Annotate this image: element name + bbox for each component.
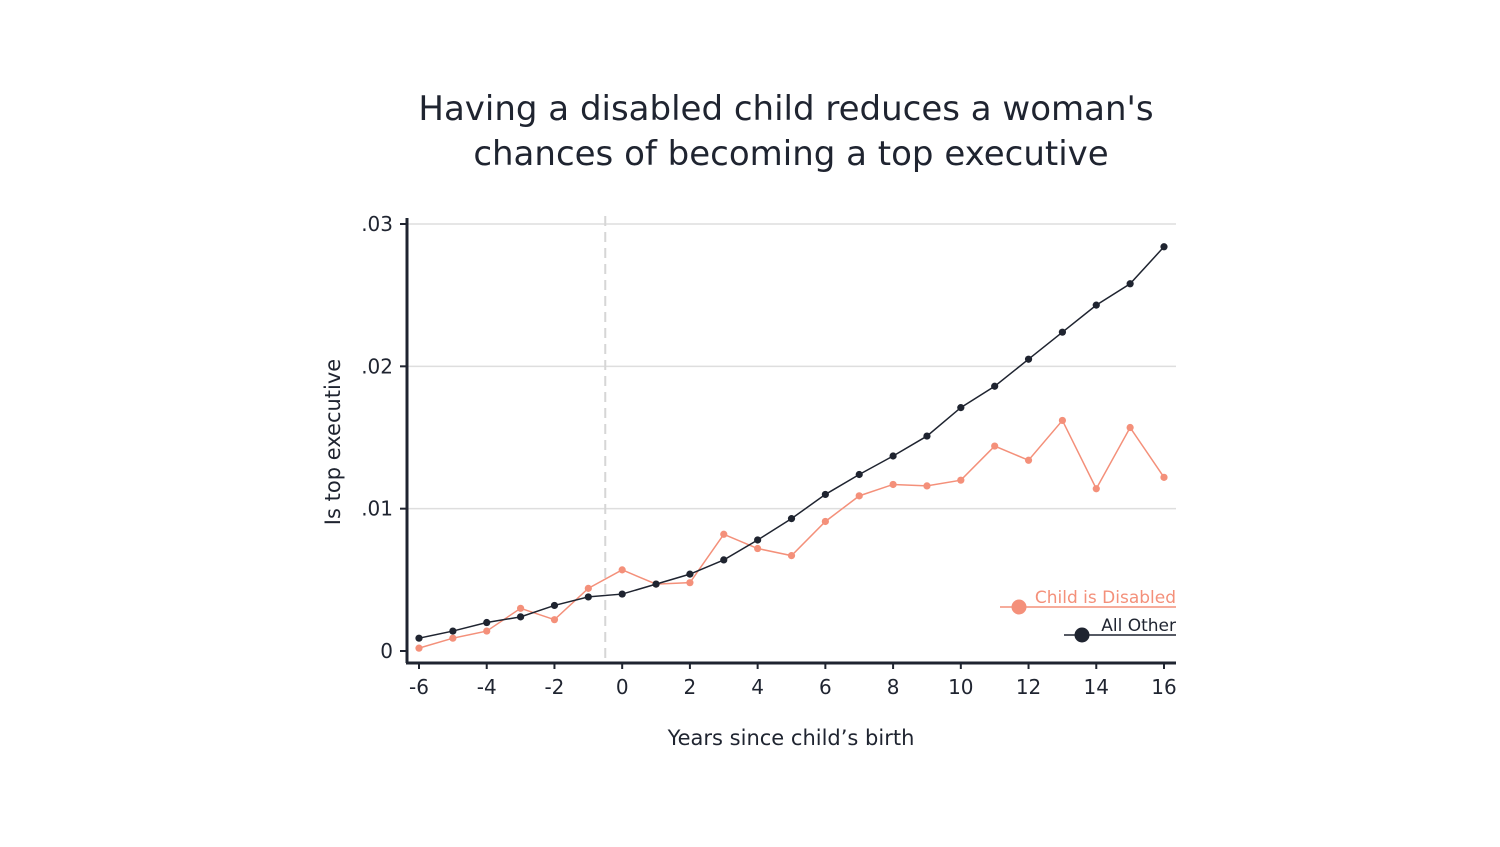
series-1-point <box>855 470 863 479</box>
series-0-point <box>584 584 592 592</box>
y-tick-label: .03 <box>361 212 393 236</box>
series-1-point <box>449 627 457 635</box>
x-axis-label: Years since child’s birth <box>667 726 915 750</box>
x-tick-label: 4 <box>751 675 764 699</box>
series-0-point <box>550 616 559 624</box>
x-tick-label: -4 <box>477 675 497 699</box>
series-0-point <box>618 566 626 574</box>
series-0-point <box>1024 456 1033 464</box>
series-1-point <box>957 404 965 412</box>
x-tick-label: -2 <box>544 675 564 699</box>
series-1-point <box>1024 355 1033 363</box>
chart-title-line-1: Having a disabled child reduces a woman'… <box>418 89 1153 129</box>
series-0-point <box>754 544 762 553</box>
x-tick-label: 8 <box>887 675 900 699</box>
series-0-point <box>720 530 728 538</box>
series-1-point <box>1058 328 1067 336</box>
series-1-point <box>686 570 694 578</box>
series-0-point <box>1126 423 1134 432</box>
y-tick-label: .01 <box>361 497 393 521</box>
series-0-point <box>415 644 423 652</box>
plot-area: 0 .01 .02 .03 -6 -4 -2 0 2 4 6 8 10 12 14 16 Child is Di… <box>361 212 1177 699</box>
series-1-point <box>923 432 931 440</box>
series-line-1 <box>418 246 1165 639</box>
series-0-point <box>889 480 897 489</box>
legend-label-1: All Other <box>1101 616 1176 636</box>
y-axis-label: Is top executive <box>321 359 345 525</box>
x-tick-label: 0 <box>616 675 629 699</box>
series-0-point <box>821 517 829 526</box>
series-1-point <box>516 613 525 621</box>
series-1-point <box>1126 280 1134 288</box>
series-0-point <box>483 627 491 635</box>
x-tick-label: 6 <box>819 675 832 699</box>
y-tick-label: .02 <box>361 354 393 378</box>
series-0-point <box>449 634 457 642</box>
series-1-point <box>787 515 796 523</box>
x-tick-label: 2 <box>684 675 697 699</box>
series-1-point <box>618 590 626 598</box>
series-1-point <box>483 618 491 627</box>
series-1-point <box>991 382 999 390</box>
series-0-point <box>516 604 525 612</box>
series-1-point <box>584 593 592 601</box>
series-1-point <box>652 580 660 588</box>
legend-label-0: Child is Disabled <box>1035 588 1176 608</box>
x-tick-label: 10 <box>948 675 973 699</box>
series-1-point <box>720 556 728 564</box>
x-tick-label: 12 <box>1016 675 1041 699</box>
x-tick-label: -6 <box>409 675 429 699</box>
series-1-point <box>889 452 897 460</box>
legend-marker-0 <box>1011 599 1027 615</box>
series-1-point <box>1160 243 1168 251</box>
series-0-point <box>1058 416 1067 425</box>
chart-title-line-2: chances of becoming a top executive <box>473 134 1108 174</box>
series-1-point <box>1092 301 1100 309</box>
series-0-point <box>923 482 931 490</box>
series-1-point <box>754 536 762 544</box>
series-1-point <box>415 634 423 642</box>
x-tick-label: 16 <box>1151 675 1176 699</box>
series-0-point <box>991 442 999 450</box>
x-tick-label: 14 <box>1084 675 1109 699</box>
series-0-point <box>686 579 694 587</box>
series-1-point <box>550 601 559 610</box>
series-0-point <box>957 476 965 484</box>
series-0-point <box>855 492 863 500</box>
y-tick-label: 0 <box>380 639 393 663</box>
series-1-point <box>821 490 829 499</box>
series-0-point <box>787 552 796 560</box>
series-0-point <box>1160 473 1168 481</box>
legend-marker-1 <box>1074 627 1090 643</box>
series-0-point <box>1092 485 1100 493</box>
